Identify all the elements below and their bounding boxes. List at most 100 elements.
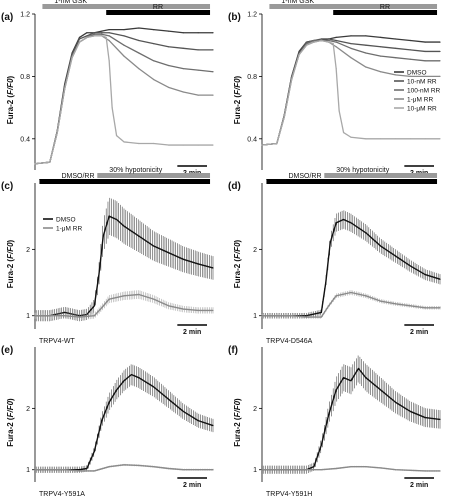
- y-tick-label: 2: [26, 406, 30, 413]
- data-point: [153, 245, 155, 247]
- data-point: [380, 300, 382, 302]
- condition-bar-label: 30% hypotonicity: [336, 167, 389, 174]
- panel-label: (d): [228, 181, 241, 192]
- y-tick-label: 2: [253, 406, 257, 413]
- data-point: [350, 291, 352, 294]
- data-point: [108, 298, 110, 300]
- y-tick-label: 1: [253, 467, 257, 474]
- data-point: [108, 32, 110, 34]
- series-10-m-rr: [34, 35, 214, 165]
- data-point: [365, 466, 367, 468]
- data-point: [138, 235, 140, 237]
- y-axis-label: Fura-2 (F/F0): [6, 239, 15, 288]
- data-point: [439, 41, 441, 43]
- data-point: [182, 308, 184, 310]
- data-point: [342, 218, 345, 221]
- data-point: [212, 71, 214, 73]
- data-point: [305, 469, 308, 471]
- data-point: [138, 377, 140, 379]
- condition-bar: [269, 4, 438, 9]
- y-tick-label: 0.4: [20, 136, 30, 143]
- data-point: [328, 38, 330, 40]
- data-point: [123, 464, 125, 466]
- data-point: [78, 469, 81, 471]
- legend-label: 1-μM RR: [56, 226, 82, 233]
- data-point: [313, 41, 315, 43]
- data-point: [424, 50, 426, 53]
- data-point: [197, 469, 199, 471]
- data-point: [338, 110, 340, 112]
- data-point: [380, 467, 382, 469]
- data-point: [123, 35, 125, 37]
- y-axis-label: Fura-2 (F/F0): [233, 75, 242, 124]
- data-point: [276, 315, 278, 317]
- data-point: [439, 418, 441, 421]
- series-dmso: [34, 197, 214, 322]
- data-point: [153, 29, 155, 31]
- data-point: [424, 60, 426, 62]
- data-point: [108, 466, 110, 468]
- y-axis-label: Fura-2 (F/F0): [6, 398, 15, 447]
- legend-label: 10-nM RR: [407, 79, 437, 86]
- data-point: [394, 303, 397, 305]
- series-line: [34, 32, 213, 165]
- data-point: [86, 36, 88, 39]
- data-point: [350, 222, 352, 224]
- data-point: [71, 57, 73, 59]
- data-point: [291, 469, 293, 471]
- data-point: [167, 46, 170, 48]
- condition-bar: [39, 179, 211, 184]
- y-tick-label: 1: [26, 467, 30, 474]
- series-dmso: [34, 27, 214, 165]
- data-point: [167, 398, 170, 400]
- condition-bar-label: RR: [380, 4, 390, 11]
- data-point: [78, 470, 81, 472]
- data-point: [212, 144, 214, 146]
- data-point: [138, 52, 140, 54]
- y-tick-label: 0.8: [20, 74, 30, 81]
- data-point: [328, 413, 330, 416]
- data-point: [276, 469, 278, 471]
- data-point: [335, 389, 337, 391]
- data-point: [197, 263, 199, 265]
- data-point: [394, 47, 397, 49]
- condition-bar-label: DMSO/RR: [288, 173, 321, 180]
- y-tick-label: 2: [253, 247, 257, 254]
- data-point: [167, 144, 170, 146]
- series-dmso: [261, 355, 441, 474]
- condition-bar-label: 1-nM GSK: [54, 0, 87, 5]
- data-point: [365, 35, 367, 37]
- data-point: [380, 36, 382, 39]
- panel-label: (f): [228, 345, 238, 356]
- data-point: [182, 32, 184, 34]
- data-point: [123, 225, 125, 227]
- data-point: [78, 38, 81, 40]
- data-point: [101, 33, 103, 35]
- data-point: [335, 39, 337, 42]
- data-point: [305, 316, 308, 318]
- data-point: [291, 78, 293, 81]
- data-point: [153, 43, 155, 45]
- data-point: [261, 315, 263, 317]
- condition-bar-label: 30% hypotonicity: [109, 167, 162, 174]
- y-tick-label: 2: [26, 247, 30, 254]
- data-point: [108, 39, 110, 42]
- panel-f: (f) 1 2 Fura-2 (F/F0) TRPV4-Y591H 2 min: [228, 345, 441, 498]
- data-point: [439, 50, 441, 53]
- data-point: [108, 215, 110, 217]
- data-point: [409, 138, 411, 140]
- data-point: [394, 401, 397, 403]
- panel-label: (b): [228, 12, 241, 23]
- data-point: [320, 469, 322, 471]
- data-point: [182, 47, 184, 49]
- series-1-m-rr: [261, 465, 441, 472]
- series-line: [35, 293, 213, 318]
- data-point: [93, 450, 95, 452]
- data-point: [394, 138, 397, 140]
- panel-e: (e) 1 2 Fura-2 (F/F0) TRPV4-Y591A 2 min: [1, 345, 214, 498]
- data-point: [335, 467, 337, 470]
- data-point: [380, 55, 382, 57]
- data-point: [98, 275, 100, 277]
- y-tick-label: 1: [253, 313, 257, 320]
